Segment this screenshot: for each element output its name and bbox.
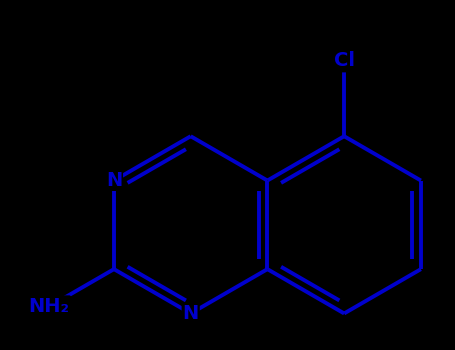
Text: NH₂: NH₂ <box>28 297 69 316</box>
Text: Cl: Cl <box>334 51 354 70</box>
Text: N: N <box>106 171 122 190</box>
Text: N: N <box>182 304 199 323</box>
